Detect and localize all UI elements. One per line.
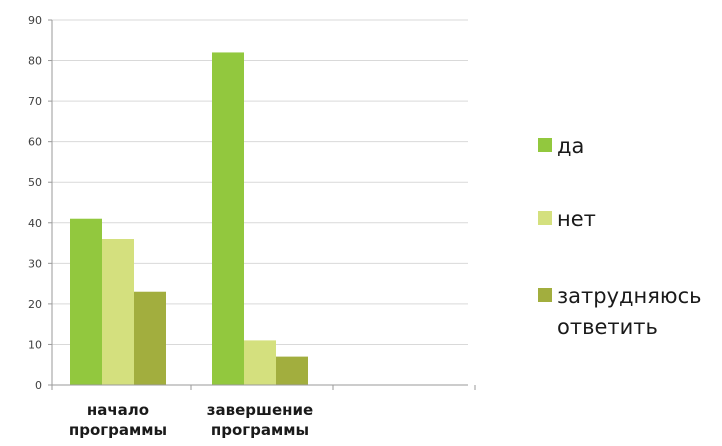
y-tick-label: 20 (28, 298, 42, 311)
y-tick-label: 90 (28, 14, 42, 27)
legend-label: да (557, 134, 584, 158)
bar-0-2 (134, 291, 166, 385)
y-tick-label: 80 (28, 55, 42, 68)
category-label: начало (87, 401, 149, 419)
legend-swatch (538, 211, 552, 225)
legend-swatch (538, 138, 552, 152)
y-tick-label: 60 (28, 136, 42, 149)
category-label: программы (211, 421, 309, 439)
bar-1-2 (276, 356, 308, 385)
bar-1-0 (212, 52, 244, 385)
bar-1-1 (244, 340, 276, 385)
y-tick-label: 30 (28, 257, 42, 270)
legend-swatch (538, 288, 552, 302)
bars (70, 52, 308, 385)
category-label: программы (69, 421, 167, 439)
category-label: завершение (207, 401, 313, 419)
legend-label: ответить (557, 315, 658, 339)
legend-label: затрудняюсь (557, 284, 702, 308)
y-tick-label: 40 (28, 217, 42, 230)
y-axis: 0 10 20 30 40 50 60 70 80 90 (28, 14, 53, 392)
x-axis: начало программы завершение программы (51, 384, 476, 439)
legend: да нет затрудняюсь ответить (538, 134, 702, 339)
bar-0-1 (102, 239, 134, 385)
bar-0-0 (70, 218, 102, 385)
y-tick-label: 10 (28, 338, 42, 351)
y-tick-label: 0 (35, 379, 42, 392)
y-tick-label: 50 (28, 176, 42, 189)
legend-label: нет (557, 207, 596, 231)
y-tick-label: 70 (28, 95, 42, 108)
